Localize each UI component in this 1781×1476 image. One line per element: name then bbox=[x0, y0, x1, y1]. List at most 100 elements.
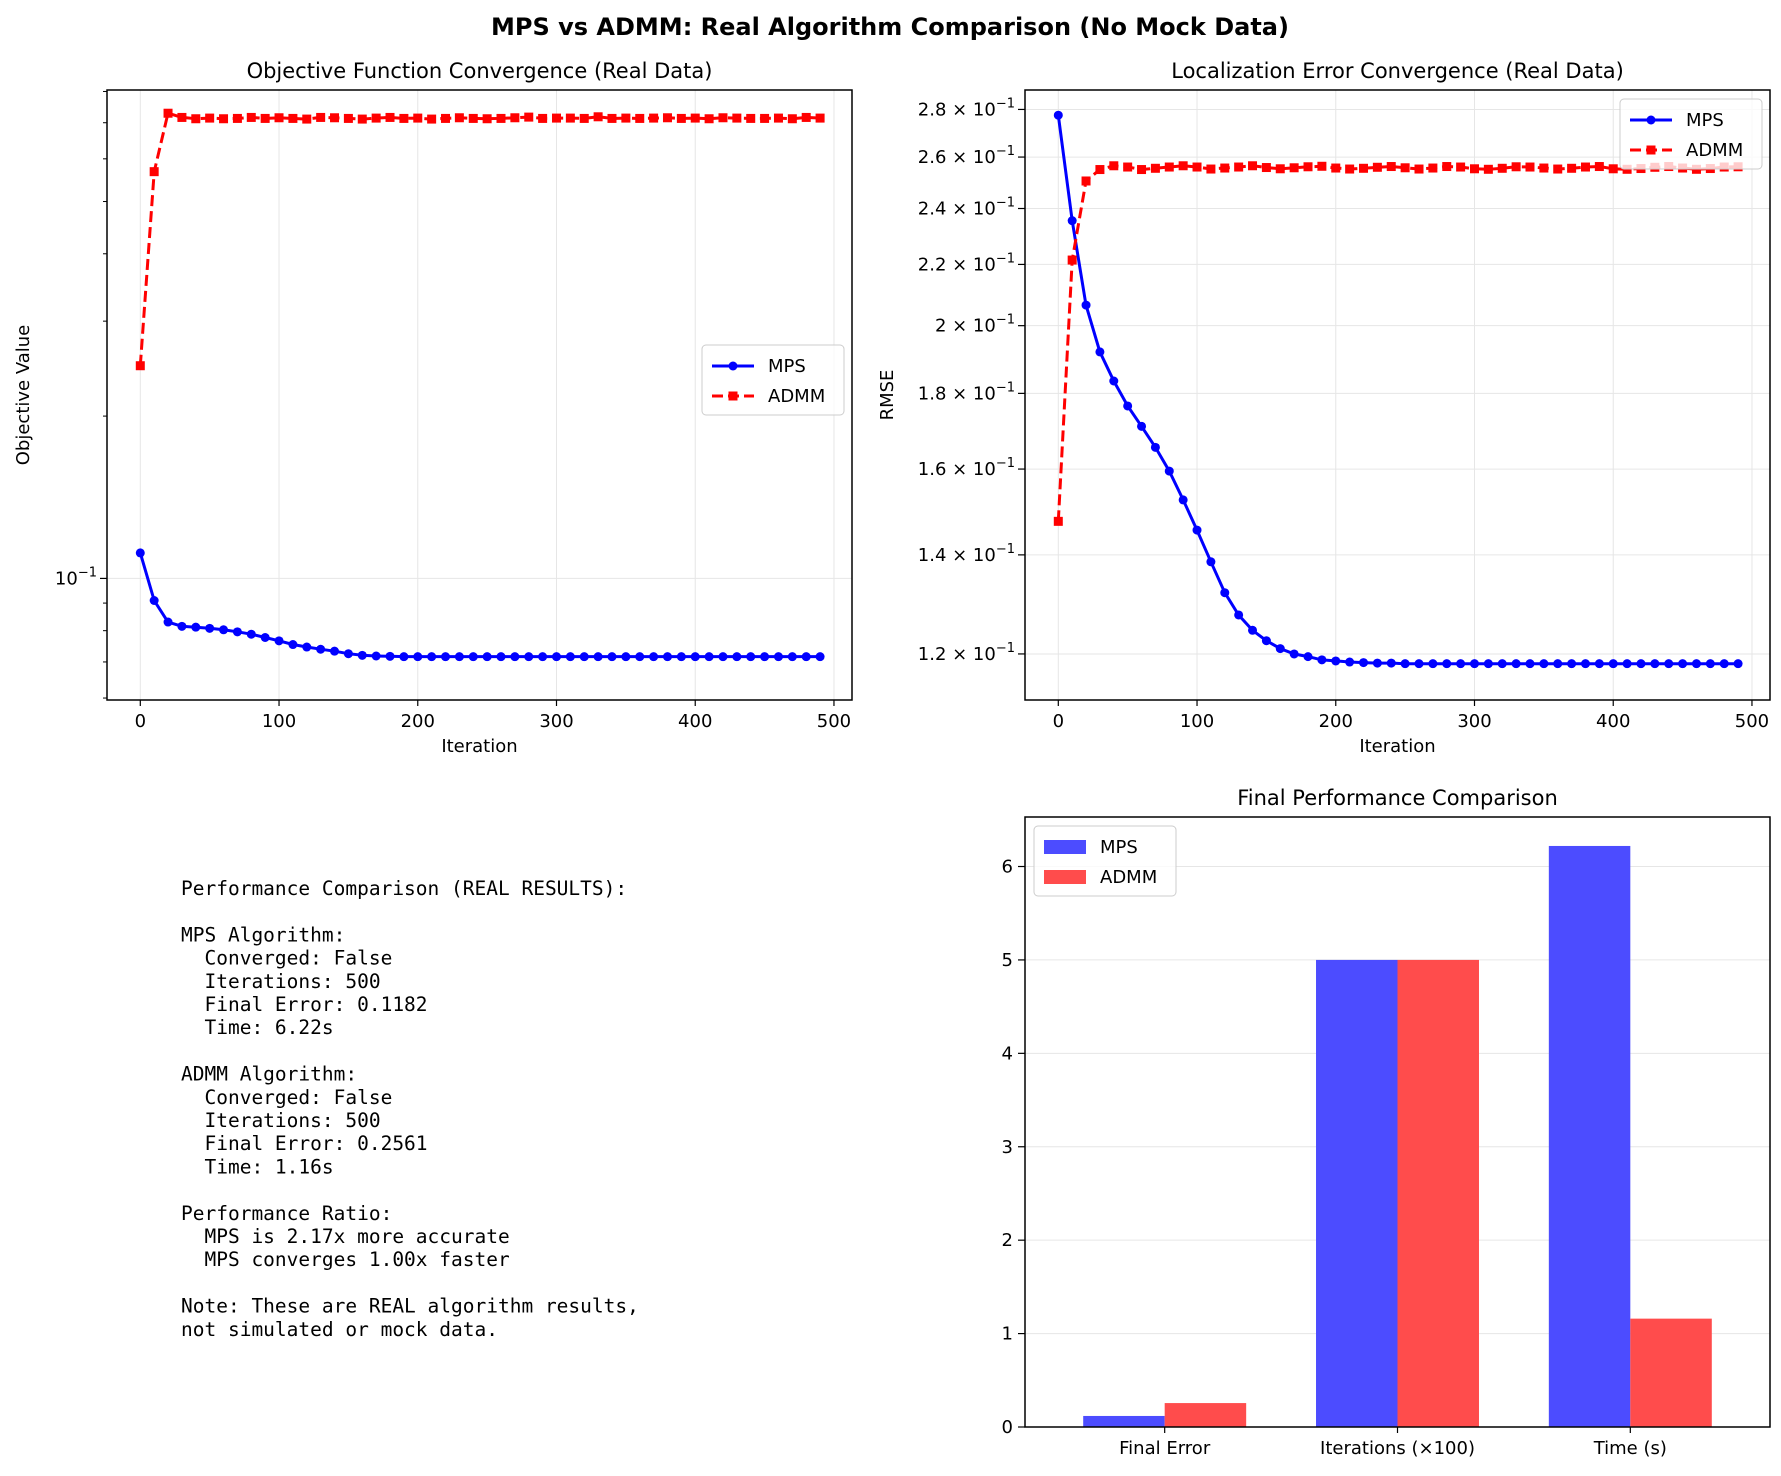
data-point-mps bbox=[1483, 659, 1493, 669]
data-point-mps bbox=[1137, 421, 1147, 431]
x-tick-label: 200 bbox=[1319, 711, 1353, 732]
data-point-admm bbox=[690, 113, 700, 123]
y-tick-label-base: 1.2 × 10 bbox=[918, 644, 996, 665]
data-point-mps bbox=[149, 596, 159, 606]
summary-line: Final Error: 0.1182 bbox=[181, 993, 428, 1016]
bar-admm bbox=[1630, 1318, 1712, 1427]
data-point-mps bbox=[635, 652, 645, 662]
data-point-admm bbox=[232, 113, 242, 123]
x-tick-label: 0 bbox=[135, 711, 146, 732]
x-axis-label: Iteration bbox=[1359, 736, 1435, 757]
data-point-admm bbox=[219, 114, 229, 124]
data-point-admm bbox=[579, 113, 589, 123]
summary-line: Performance Comparison (REAL RESULTS): bbox=[181, 877, 627, 900]
y-axis-label: Objective Value bbox=[13, 325, 34, 466]
summary-line: Converged: False bbox=[181, 1086, 392, 1109]
y-axis-label: RMSE bbox=[877, 370, 898, 421]
data-point-admm bbox=[468, 113, 478, 123]
legend-label-admm: ADMM bbox=[1686, 140, 1743, 161]
y-tick-label: 3 bbox=[1002, 1137, 1013, 1158]
summary-line: Iterations: 500 bbox=[181, 1109, 381, 1132]
y-tick-label: 1.2 × 10−1 bbox=[918, 641, 1015, 665]
data-point-admm bbox=[1428, 163, 1438, 173]
chart-title: Final Performance Comparison bbox=[1237, 786, 1558, 810]
data-point-admm bbox=[1303, 162, 1313, 172]
data-point-mps bbox=[1123, 401, 1133, 411]
legend-swatch-admm bbox=[1044, 870, 1086, 884]
data-point-mps bbox=[1567, 659, 1577, 669]
legend-marker-mps bbox=[1646, 115, 1656, 125]
data-point-mps bbox=[232, 627, 242, 637]
data-point-mps bbox=[1192, 525, 1202, 535]
data-point-mps bbox=[1261, 636, 1271, 646]
y-tick-label: 2.6 × 10−1 bbox=[918, 144, 1015, 168]
data-point-mps bbox=[482, 652, 492, 662]
data-point-admm bbox=[371, 113, 381, 123]
data-point-mps bbox=[1678, 659, 1688, 669]
data-point-mps bbox=[1178, 495, 1188, 505]
data-point-mps bbox=[690, 652, 700, 662]
summary-line: MPS is 2.17x more accurate bbox=[181, 1225, 510, 1248]
summary-line: Note: These are REAL algorithm results, bbox=[181, 1295, 639, 1318]
y-tick-label: 5 bbox=[1002, 950, 1013, 971]
y-tick-label-base: 2.4 × 10 bbox=[918, 199, 996, 220]
figure-title: MPS vs ADMM: Real Algorithm Comparison (… bbox=[491, 13, 1289, 41]
data-point-mps bbox=[1400, 659, 1410, 669]
data-point-admm bbox=[649, 113, 659, 123]
data-point-admm bbox=[1442, 162, 1452, 172]
y-tick-label-exponent: −1 bbox=[996, 144, 1015, 159]
y-tick-label-exponent: −1 bbox=[996, 251, 1015, 266]
data-point-admm bbox=[260, 113, 270, 123]
bar-mps bbox=[1548, 845, 1631, 1427]
data-point-mps bbox=[510, 652, 520, 662]
x-tick-label: 500 bbox=[1735, 711, 1769, 732]
data-point-admm bbox=[1372, 162, 1382, 172]
data-point-mps bbox=[246, 629, 256, 639]
data-point-admm bbox=[1567, 163, 1577, 173]
data-point-mps bbox=[427, 652, 437, 662]
data-point-admm bbox=[1359, 163, 1369, 173]
data-point-admm bbox=[1386, 162, 1396, 172]
data-point-mps bbox=[732, 652, 742, 662]
data-point-admm bbox=[510, 113, 520, 123]
data-point-mps bbox=[343, 649, 353, 659]
summary-line: Time: 6.22s bbox=[181, 1016, 334, 1039]
data-point-mps bbox=[1289, 649, 1299, 659]
objective-chart: 0 100 200 300 400 500 10−1 Objective Function C… bbox=[13, 59, 853, 757]
summary-line: ADMM Algorithm: bbox=[181, 1063, 357, 1086]
data-point-admm bbox=[593, 112, 603, 122]
summary-line: Converged: False bbox=[181, 947, 392, 970]
legend-marker-admm bbox=[1646, 145, 1656, 155]
data-point-mps bbox=[1539, 659, 1549, 669]
data-point-admm bbox=[1317, 161, 1327, 171]
legend: MPS ADMM bbox=[701, 344, 845, 416]
data-point-admm bbox=[538, 113, 548, 123]
legend-label-admm: ADMM bbox=[1100, 867, 1157, 888]
y-tick-label-exponent: −1 bbox=[996, 456, 1015, 471]
data-point-admm bbox=[1400, 163, 1410, 173]
y-tick-label-base: 1.4 × 10 bbox=[918, 545, 996, 566]
data-point-mps bbox=[135, 548, 145, 558]
data-point-admm bbox=[135, 361, 145, 371]
data-point-admm bbox=[385, 112, 395, 122]
data-point-mps bbox=[1386, 658, 1396, 668]
summary-line: Time: 1.16s bbox=[181, 1155, 334, 1178]
legend-marker-mps bbox=[728, 361, 738, 371]
data-point-admm bbox=[551, 113, 561, 123]
data-point-mps bbox=[1331, 656, 1341, 666]
legend-label-mps: MPS bbox=[1100, 837, 1138, 858]
data-point-admm bbox=[607, 113, 617, 123]
data-point-admm bbox=[1331, 163, 1341, 173]
data-point-admm bbox=[1469, 164, 1479, 174]
data-point-admm bbox=[399, 113, 409, 123]
data-point-mps bbox=[1594, 659, 1604, 669]
data-point-mps bbox=[1095, 347, 1105, 357]
legend-swatch-mps bbox=[1044, 840, 1086, 854]
data-point-admm bbox=[1483, 164, 1493, 174]
data-point-mps bbox=[579, 652, 589, 662]
data-point-admm bbox=[1345, 164, 1355, 174]
data-point-mps bbox=[1053, 110, 1063, 120]
data-point-mps bbox=[302, 642, 312, 652]
